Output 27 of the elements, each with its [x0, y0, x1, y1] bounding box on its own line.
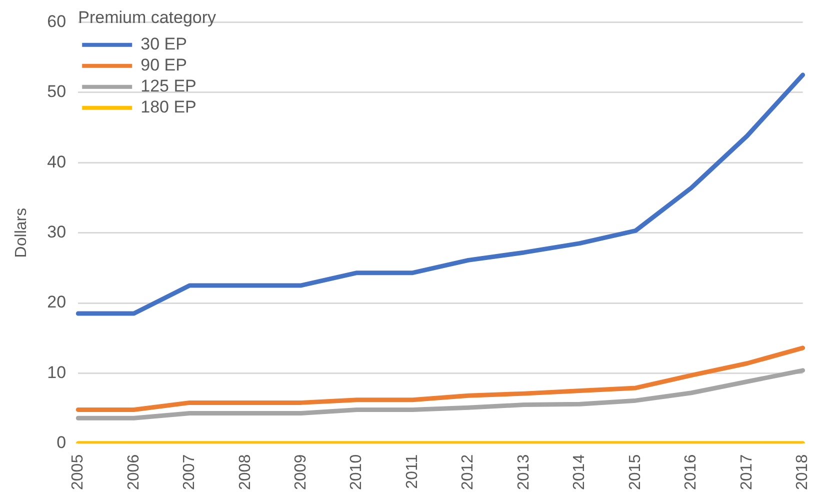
y-tick-label: 10 — [47, 362, 66, 382]
x-tick-label: 2006 — [125, 454, 142, 490]
x-tick-label: 2018 — [794, 454, 812, 490]
legend-label: 125 EP — [140, 76, 196, 96]
y-tick-label: 60 — [47, 12, 66, 31]
x-tick-label: 2013 — [515, 454, 532, 490]
legend-label: 180 EP — [140, 98, 196, 117]
y-tick-label: 0 — [56, 433, 66, 452]
x-tick-label: 2014 — [571, 454, 588, 490]
legend-label: 90 EP — [140, 56, 187, 75]
x-tick-label: 2007 — [181, 454, 198, 490]
x-tick-label: 2015 — [626, 454, 644, 490]
y-tick-label: 30 — [47, 222, 66, 242]
x-tick-label: 2005 — [70, 454, 87, 490]
y-tick-label: 40 — [47, 152, 66, 172]
x-tick-label: 2012 — [460, 454, 477, 490]
y-tick-label: 20 — [47, 292, 66, 312]
y-tick-label: 50 — [47, 82, 66, 102]
x-tick-label: 2016 — [682, 454, 700, 490]
y-axis-title: Dollars — [13, 208, 30, 258]
x-tick-label: 2008 — [236, 454, 254, 490]
legend-label: 30 EP — [140, 34, 187, 54]
legend-title: Premium category — [78, 8, 217, 28]
x-tick-label: 2010 — [348, 454, 366, 490]
x-tick-label: 2017 — [738, 454, 756, 490]
x-tick-label: 2011 — [404, 454, 421, 489]
x-tick-label: 2009 — [292, 454, 310, 490]
